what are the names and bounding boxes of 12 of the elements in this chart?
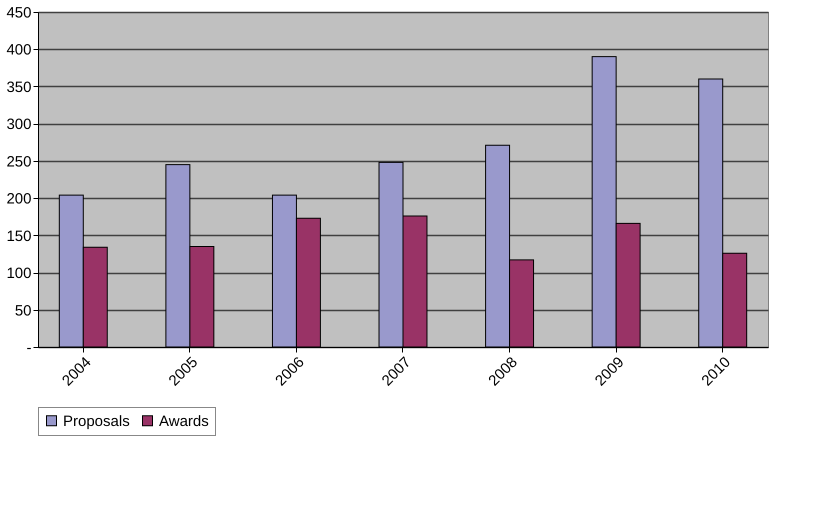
y-tick-label: 450: [6, 4, 32, 22]
y-tick-label: 100: [6, 265, 32, 282]
y-tick-label: 400: [6, 42, 32, 59]
legend-label: Proposals: [63, 412, 130, 430]
y-tick-label: 350: [6, 78, 32, 96]
y-tick-label: 50: [14, 302, 32, 320]
y-tick-label: 300: [6, 116, 32, 134]
y-tick-label: -: [26, 340, 32, 356]
y-tick-label: 250: [6, 153, 32, 170]
legend-label: Awards: [159, 412, 209, 430]
y-tick-label: 200: [6, 190, 32, 208]
y-tick-label: 150: [6, 228, 32, 245]
